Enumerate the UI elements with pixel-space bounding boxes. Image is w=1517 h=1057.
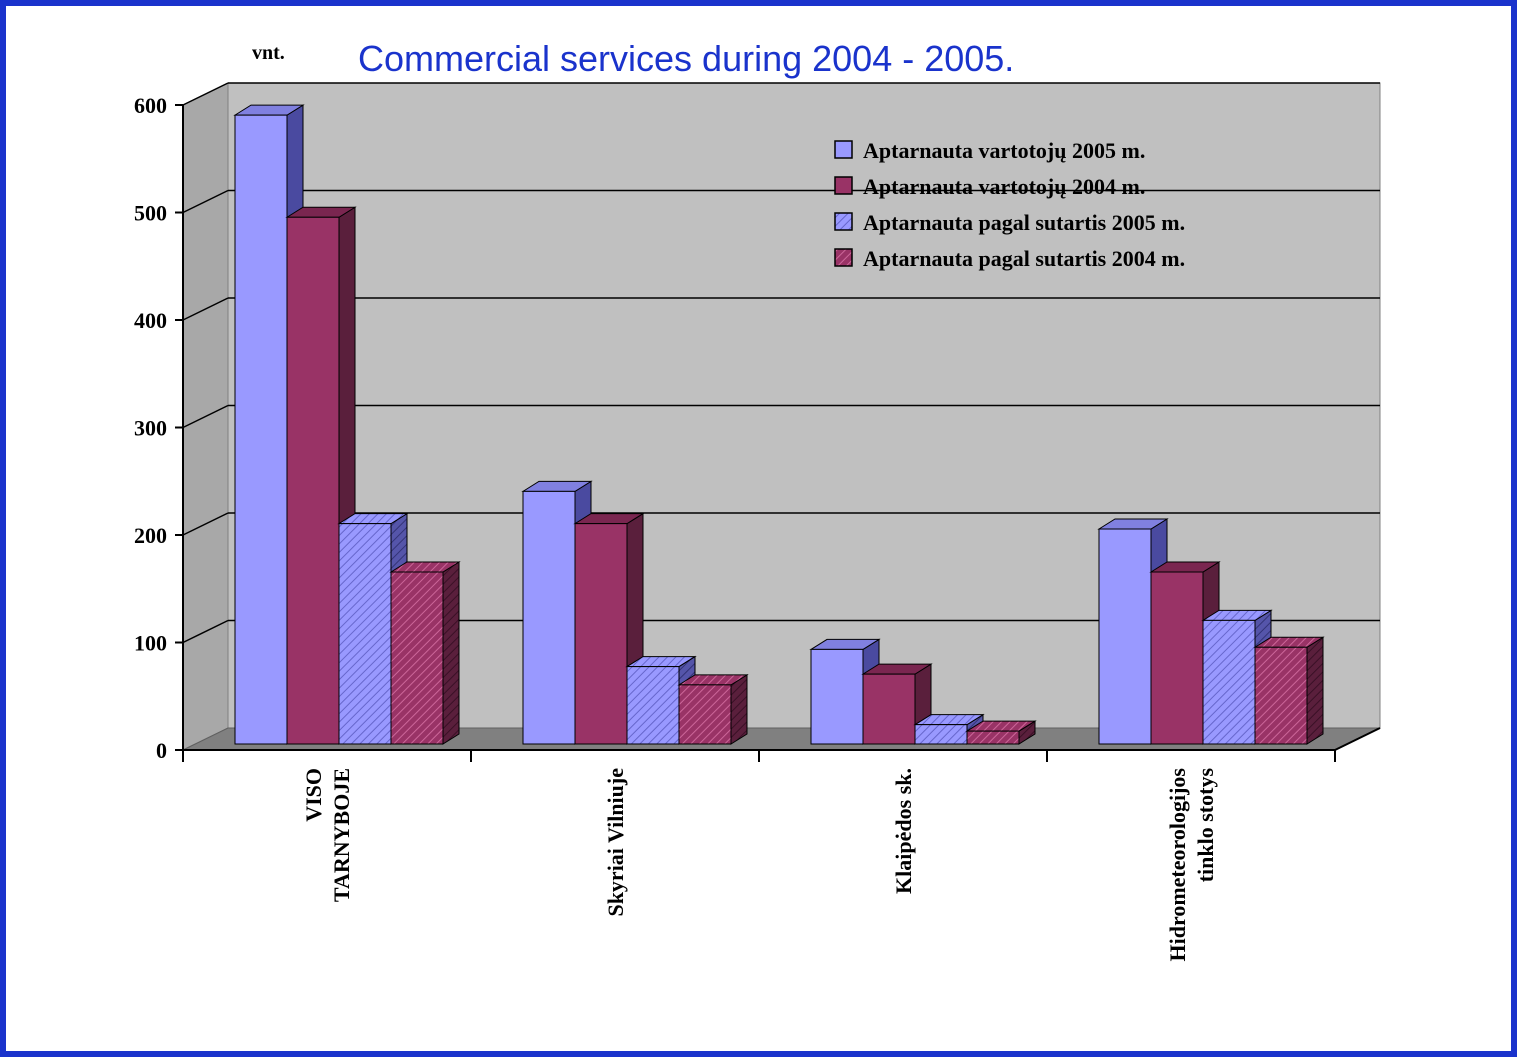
axes: 0 100 200 300 400 500 600 VISO TARNYBOJE Skyriai … bbox=[134, 93, 1381, 962]
y-tick-label: 0 bbox=[156, 738, 167, 763]
legend-entry: Aptarnauta pagal sutartis 2004 m. bbox=[863, 246, 1185, 271]
bars bbox=[233, 104, 1325, 745]
bar-side bbox=[730, 673, 748, 745]
bar-front bbox=[626, 666, 680, 745]
x-axis-end bbox=[1334, 727, 1381, 751]
bar-front bbox=[966, 730, 1020, 745]
y-tick-label: 400 bbox=[134, 308, 167, 333]
bar bbox=[1253, 636, 1325, 745]
bar-front bbox=[1098, 528, 1152, 745]
gridline-side bbox=[182, 82, 229, 106]
y-tick-label: 300 bbox=[134, 416, 167, 441]
category-label: Klaipėdos sk. bbox=[891, 768, 916, 894]
bar-front bbox=[678, 684, 732, 745]
legend-entry: Aptarnauta pagal sutartis 2005 m. bbox=[863, 210, 1185, 235]
category-label: Hidrometeorologijos bbox=[1165, 768, 1190, 962]
category-label: tinklo stotys bbox=[1193, 768, 1218, 883]
bar-side bbox=[1306, 636, 1324, 745]
gridline-side bbox=[182, 404, 229, 429]
bar-front bbox=[574, 523, 628, 745]
legend-swatch bbox=[834, 248, 853, 267]
bar bbox=[677, 673, 749, 745]
legend-swatch bbox=[834, 140, 853, 159]
bar-front bbox=[1254, 646, 1308, 745]
legend-entry: Aptarnauta vartotojų 2004 m. bbox=[863, 174, 1145, 199]
bar-front bbox=[286, 216, 340, 745]
bar-front bbox=[1202, 619, 1256, 745]
bar bbox=[965, 720, 1037, 745]
bar-front bbox=[522, 490, 576, 745]
chart-title: Commercial services during 2004 - 2005. bbox=[358, 38, 1015, 79]
gridline-side bbox=[182, 297, 229, 321]
bar bbox=[389, 561, 461, 745]
bar-front bbox=[862, 673, 916, 745]
y-tick-label: 100 bbox=[134, 631, 167, 656]
bar-side bbox=[442, 561, 460, 745]
bar-front bbox=[338, 523, 392, 745]
bar-front bbox=[390, 571, 444, 745]
bar-front bbox=[914, 724, 968, 745]
bar-front bbox=[810, 648, 864, 745]
legend-swatch bbox=[834, 212, 853, 231]
gridline-side bbox=[182, 619, 229, 644]
y-tick-label: 200 bbox=[134, 523, 167, 548]
y-axis-unit-label: vnt. bbox=[252, 42, 285, 64]
category-label: VISO bbox=[301, 768, 326, 822]
legend: Aptarnauta vartotojų 2005 m. Aptarnauta v… bbox=[834, 138, 1185, 271]
legend-swatch bbox=[834, 176, 853, 195]
bar bbox=[285, 206, 357, 745]
bar-front bbox=[234, 114, 288, 745]
y-tick-label: 600 bbox=[134, 93, 167, 118]
category-label: Skyriai Vilniuje bbox=[603, 768, 628, 917]
legend-entry: Aptarnauta vartotojų 2005 m. bbox=[863, 138, 1145, 163]
y-tick-label: 500 bbox=[134, 201, 167, 226]
gridline-side bbox=[182, 512, 229, 536]
category-label: TARNYBOJE bbox=[329, 768, 354, 902]
bar-front bbox=[1150, 571, 1204, 745]
gridline-side bbox=[182, 189, 229, 214]
bar bbox=[809, 638, 881, 745]
